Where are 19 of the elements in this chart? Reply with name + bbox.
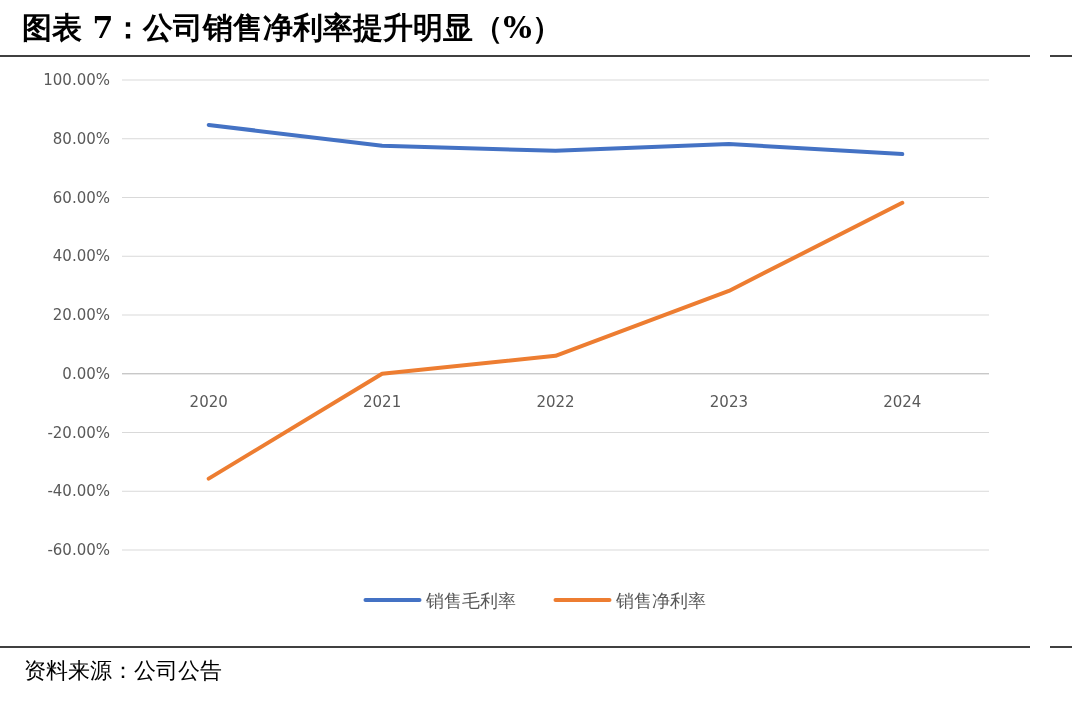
chart-title: 图表 7：公司销售净利率提升明显（%） xyxy=(22,10,562,45)
y-tick-label: 20.00% xyxy=(52,306,110,324)
x-tick-label: 2022 xyxy=(536,392,575,411)
x-tick-label: 2024 xyxy=(883,392,922,411)
legend-label: 销售净利率 xyxy=(614,590,706,611)
y-tick-label: -60.00% xyxy=(47,541,110,559)
y-tick-label: 60.00% xyxy=(52,188,110,207)
y-tick-label: 40.00% xyxy=(52,247,110,266)
y-tick-label: -40.00% xyxy=(47,482,110,501)
x-tick-label: 2023 xyxy=(709,392,748,411)
line-series xyxy=(206,122,905,157)
y-tick-label: 80.00% xyxy=(52,129,110,148)
y-tick-label: -20.00% xyxy=(47,423,110,442)
y-tick-label: 100.00% xyxy=(43,71,110,89)
legend-label: 销售毛利率 xyxy=(424,590,516,611)
x-tick-label: 2021 xyxy=(363,392,402,411)
y-tick-label: 0.00% xyxy=(62,364,110,383)
x-tick-label: 2020 xyxy=(189,392,228,411)
text: 资料来源：公司公告 xyxy=(24,658,222,683)
